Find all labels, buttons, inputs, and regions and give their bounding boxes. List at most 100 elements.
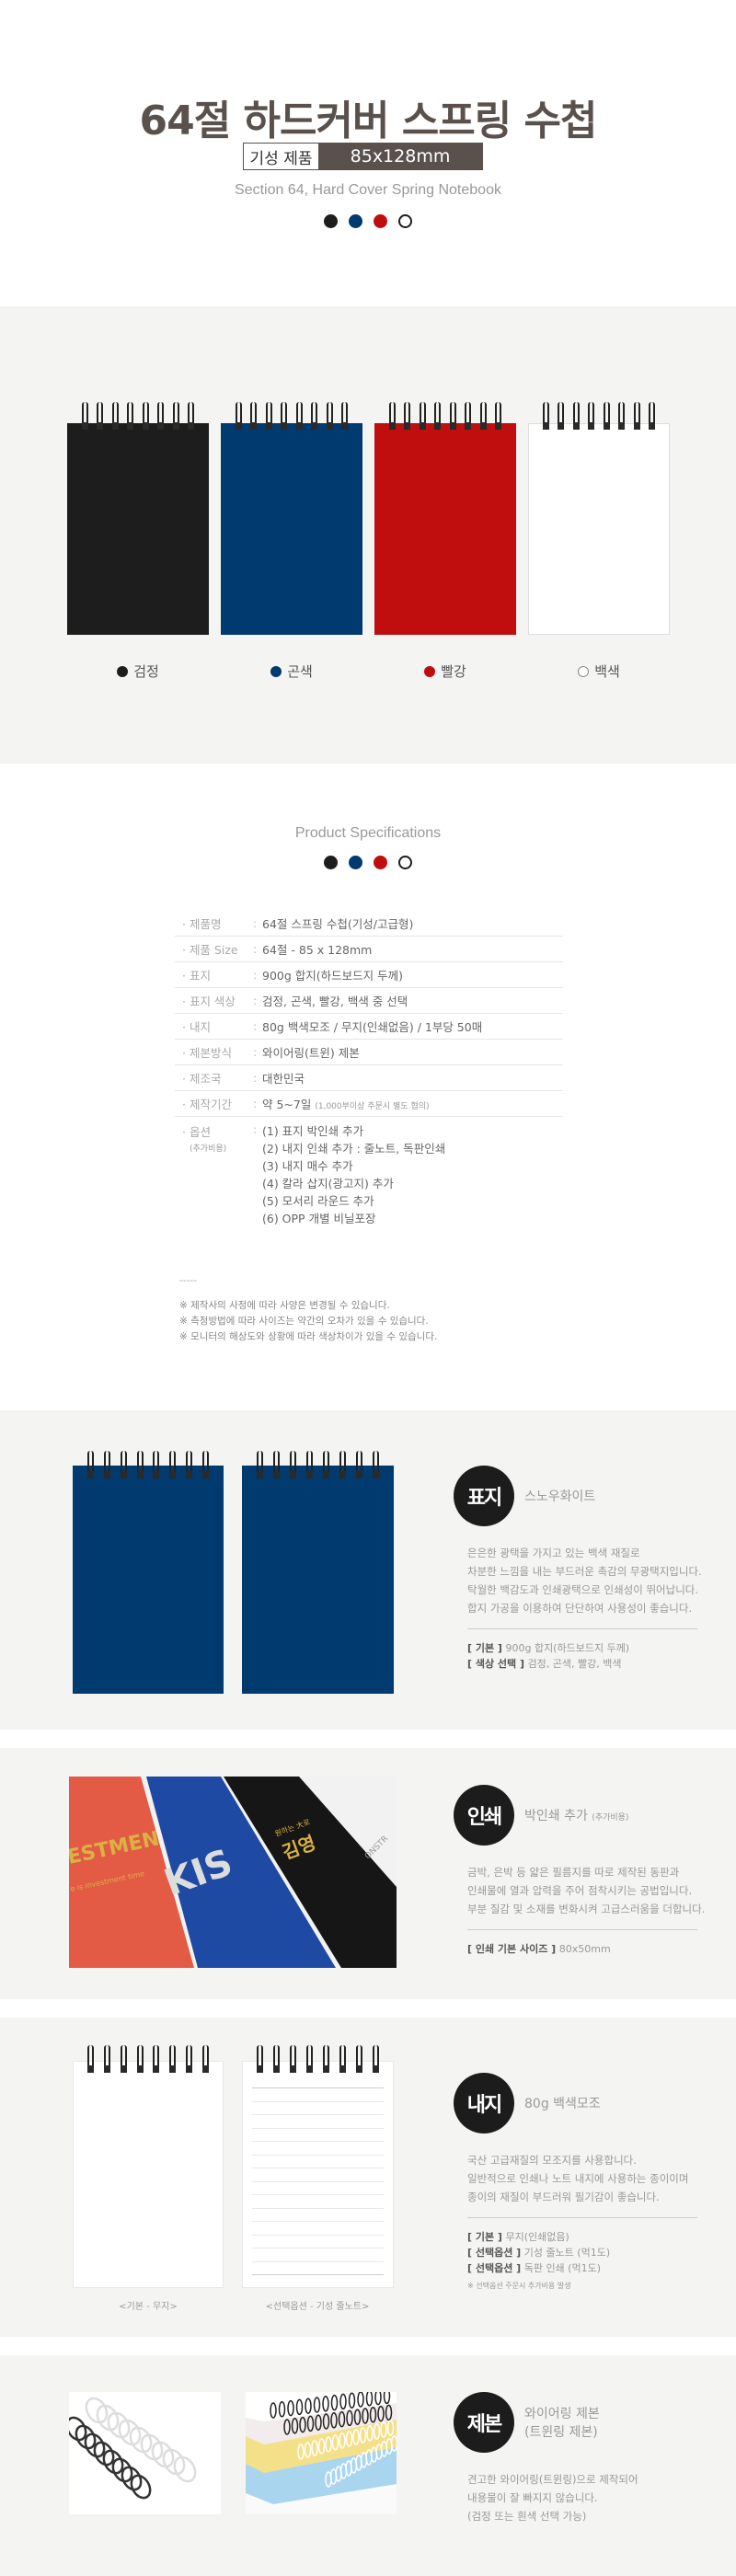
spiral-ring bbox=[603, 402, 610, 430]
spec-key: · 표지 색상 bbox=[182, 995, 236, 1008]
color-label: 검정 bbox=[133, 663, 159, 680]
inner-options: [ 기본 ] 무지(인쇄없음)[ 선택옵션 ] 기성 줄노트 (먹1도)[ 선택… bbox=[467, 2231, 611, 2290]
spiral-ring bbox=[187, 402, 194, 430]
product-badge: 기성 제품 85x128mm bbox=[243, 143, 483, 170]
spec-key: · 제조국 bbox=[182, 1072, 222, 1086]
spec-key: · 내지 bbox=[182, 1020, 211, 1034]
print-section: ESTMEN e is investment time KIS 원하는 大로 김… bbox=[0, 1748, 736, 1999]
note: ※ 측정방법에 따라 사이즈는 약간의 오차가 있을 수 있습니다. bbox=[179, 1316, 429, 1327]
page-title: 64절 하드커버 스프링 수첩 bbox=[139, 98, 598, 144]
caption-ruled: <선택옵션 - 기성 줄노트> bbox=[265, 2302, 370, 2312]
spiral-ring bbox=[281, 402, 288, 430]
spiral-ring bbox=[157, 402, 165, 430]
spiral-ring bbox=[257, 2045, 263, 2073]
spiral-ring bbox=[169, 2045, 177, 2073]
color-option-2[interactable]: 빨강 bbox=[374, 661, 516, 681]
spiral-ring bbox=[153, 1451, 160, 1478]
color-option-0[interactable]: 검정 bbox=[67, 661, 209, 681]
ruled-line bbox=[252, 2274, 384, 2275]
spiral-ring bbox=[186, 2045, 193, 2073]
notes-dash: ----- bbox=[179, 1275, 197, 1286]
color-option-3[interactable]: 백색 bbox=[528, 661, 670, 681]
spiral-ring bbox=[127, 402, 134, 430]
spiral-ring bbox=[434, 402, 442, 430]
spec-key: · 제품명 bbox=[182, 917, 222, 931]
spec-row: · 제조국: 대한민국 bbox=[175, 1065, 563, 1091]
spec-option: (4) 칼라 삽지(광고지) 추가 bbox=[262, 1177, 394, 1190]
cover-section: 표지 스노우화이트 은은한 광택을 가지고 있는 백색 재질로 차분한 느낌을 내는 … bbox=[0, 1410, 736, 1730]
cover-options: [ 기본 ] 900g 합지(하드보드지 두께)[ 색상 선택 ] 검정, 곤색… bbox=[467, 1642, 630, 1670]
spiral-ring bbox=[479, 402, 487, 430]
spiral-ring bbox=[120, 1451, 127, 1478]
spec-note: (1,000부이상 주문시 별도 협의) bbox=[315, 1102, 430, 1111]
cover-badge: 표지 bbox=[454, 1466, 514, 1526]
badge-type: 기성 제품 bbox=[244, 144, 318, 169]
spiral-ring bbox=[295, 402, 303, 430]
spec-notes: ----- ※ 제작사의 사정에 따라 사양은 변경될 수 있습니다. ※ 측정방법… bbox=[179, 1273, 437, 1345]
ruled-line bbox=[252, 2114, 384, 2115]
spiral-ring bbox=[449, 402, 456, 430]
spec-option: (1) 표지 박인쇄 추가 bbox=[262, 1124, 364, 1138]
spiral-ring bbox=[633, 402, 640, 430]
spiral-ring bbox=[306, 1451, 313, 1478]
spiral-ring bbox=[111, 402, 119, 430]
binding-section: 제본 와이어링 제본 (트윈링 제본) 견고한 와이어링(트윈링)으로 제작되어 내용물… bbox=[0, 2355, 736, 2576]
spiral-ring bbox=[572, 402, 580, 430]
spiral-ring bbox=[323, 1451, 329, 1478]
notebook-navy-1 bbox=[73, 1451, 224, 1694]
spiral-ring bbox=[618, 402, 626, 430]
spiral-ring bbox=[306, 2045, 313, 2073]
spiral-ring bbox=[97, 402, 104, 430]
color-dot-3 bbox=[398, 214, 412, 228]
spec-value: 약 5~7일 (1,000부이상 주문시 별도 협의) bbox=[262, 1098, 430, 1111]
color-label: 백색 bbox=[594, 663, 620, 680]
color-label: 곤색 bbox=[287, 663, 313, 680]
color-label: 빨강 bbox=[441, 663, 466, 680]
notebook-navy-2 bbox=[242, 1451, 394, 1694]
notebook-2 bbox=[374, 402, 516, 635]
spec-row: · 제품명:64절 스프링 수첩(기성/고급형) bbox=[175, 911, 563, 937]
spiral-ring bbox=[326, 402, 333, 430]
spiral-ring bbox=[265, 402, 272, 430]
spiral-ring bbox=[82, 402, 88, 430]
note: ※ 제작사의 사정에 따라 사양은 변경될 수 있습니다. bbox=[179, 1300, 390, 1311]
color-option-1[interactable]: 곤색 bbox=[221, 661, 362, 681]
spiral-ring bbox=[273, 2045, 280, 2073]
ruled-line bbox=[252, 2154, 384, 2156]
color-dot-1 bbox=[349, 214, 362, 228]
spiral-ring bbox=[136, 2045, 144, 2073]
spec-value: 64절 스프링 수첩(기성/고급형) bbox=[262, 917, 414, 931]
ruled-line bbox=[252, 2087, 384, 2088]
spiral-ring bbox=[494, 402, 501, 430]
spec-row: · 제품 Size:64절 - 85 x 128mm bbox=[175, 937, 563, 962]
ruled-line bbox=[252, 2194, 384, 2195]
binding-heading: 와이어링 제본 (트윈링 제본) bbox=[524, 2407, 600, 2440]
binding-description: 견고한 와이어링(트윈링)으로 제작되어 내용물이 잘 빠지지 않습니다. (검정 … bbox=[467, 2473, 638, 2523]
print-badge: 인쇄 bbox=[454, 1785, 514, 1846]
spiral-ring bbox=[373, 2045, 379, 2073]
color-swatch-icon bbox=[424, 665, 436, 677]
foil-print-photo: ESTMEN e is investment time KIS 원하는 大로 김… bbox=[69, 1777, 397, 1968]
binding-badge: 제본 bbox=[454, 2392, 514, 2453]
spiral-ring bbox=[356, 2045, 362, 2073]
spiral-ring bbox=[558, 402, 565, 430]
color-dot-3 bbox=[398, 856, 412, 869]
spiral-ring bbox=[290, 1451, 296, 1478]
spiral-ring bbox=[273, 1451, 280, 1478]
subtitle: Section 64, Hard Cover Spring Notebook bbox=[235, 182, 501, 198]
ruled-line bbox=[252, 2234, 384, 2236]
spiral-ring bbox=[339, 2045, 346, 2073]
spiral-ring bbox=[103, 2045, 110, 2073]
spec-value: 80g 백색모조 / 무지(인쇄없음) / 1부당 50매 bbox=[262, 1020, 483, 1034]
ruled-line bbox=[252, 2221, 384, 2222]
spiral-ring bbox=[172, 402, 179, 430]
ruled-line bbox=[252, 2207, 384, 2209]
notebook-1 bbox=[221, 402, 362, 635]
spiral-ring bbox=[311, 402, 318, 430]
inner-badge: 내지 bbox=[454, 2073, 514, 2133]
color-dot-2 bbox=[374, 856, 387, 869]
print-description: 금박, 은박 등 얇은 필름지를 따로 제작된 동판과 인쇄물에 열과 압력을 주… bbox=[467, 1866, 706, 1915]
color-dot-0 bbox=[324, 856, 338, 869]
spiral-ring bbox=[404, 402, 411, 430]
badge-size: 85x128mm bbox=[318, 144, 482, 169]
